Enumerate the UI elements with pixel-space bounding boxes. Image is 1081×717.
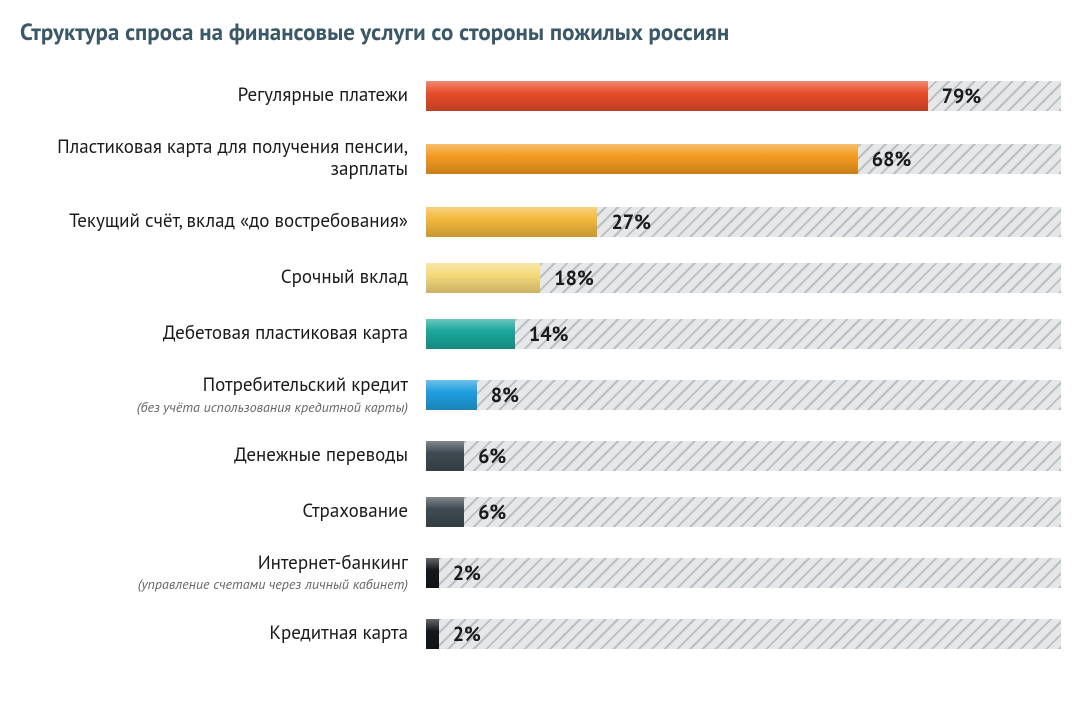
chart-row: Дебетовая пластиковая карта 14%	[20, 319, 1061, 349]
bar-fill	[426, 497, 464, 527]
chart-row: Пластиковая карта для получения пенсии, …	[20, 137, 1061, 181]
chart-row: Страхование 6%	[20, 497, 1061, 527]
row-label-main: Текущий счёт, вклад «до востребования»	[69, 209, 408, 233]
row-label-main: Регулярные платежи	[238, 83, 408, 107]
row-label: Интернет-банкинг(управление счетами чере…	[20, 553, 426, 593]
row-label-main: Кредитная карта	[269, 621, 408, 645]
row-label-main: Интернет-банкинг	[258, 551, 408, 575]
row-label-sub: (без учёта использования кредитной карты…	[20, 399, 408, 415]
bar-track-container: 18%	[426, 263, 1061, 293]
bar-fill	[426, 619, 439, 649]
bar-value-label: 8%	[491, 382, 519, 408]
bar-track	[426, 497, 1061, 527]
bar-value-label: 68%	[872, 146, 911, 172]
chart-title: Структура спроса на финансовые услуги со…	[20, 18, 1061, 47]
bar-fill	[426, 441, 464, 471]
bar-fill	[426, 207, 597, 237]
row-label: Страхование	[20, 501, 426, 523]
row-label: Текущий счёт, вклад «до востребования»	[20, 211, 426, 233]
bar-fill	[426, 319, 515, 349]
bar-track-container: 68%	[426, 144, 1061, 174]
row-label-main: Срочный вклад	[281, 265, 408, 289]
row-label-main: Дебетовая пластиковая карта	[163, 321, 408, 345]
bar-track	[426, 558, 1061, 588]
bar-value-label: 14%	[529, 321, 568, 347]
bar-track-container: 6%	[426, 441, 1061, 471]
bar-track-container: 2%	[426, 619, 1061, 649]
bar-chart: Регулярные платежи 79% Пластиковая карта д…	[20, 81, 1061, 649]
row-label: Дебетовая пластиковая карта	[20, 323, 426, 345]
bar-fill	[426, 558, 439, 588]
row-label-main: Страхование	[302, 499, 408, 523]
bar-fill	[426, 144, 858, 174]
chart-row: Потребительский кредит (без учёта использ…	[20, 375, 1061, 415]
bar-track-container: 8%	[426, 380, 1061, 410]
bar-value-label: 2%	[453, 621, 481, 647]
chart-row: Кредитная карта 2%	[20, 619, 1061, 649]
bar-track-container: 14%	[426, 319, 1061, 349]
bar-value-label: 6%	[478, 443, 506, 469]
bar-track-container: 6%	[426, 497, 1061, 527]
row-label-sub: (управление счетами через личный кабинет…	[20, 576, 408, 592]
bar-value-label: 6%	[478, 499, 506, 525]
bar-track	[426, 619, 1061, 649]
bar-fill	[426, 380, 477, 410]
row-label: Денежные переводы	[20, 445, 426, 467]
bar-value-label: 2%	[453, 560, 481, 586]
row-label: Потребительский кредит (без учёта использ…	[20, 375, 426, 415]
row-label: Срочный вклад	[20, 267, 426, 289]
bar-track	[426, 380, 1061, 410]
bar-track-container: 27%	[426, 207, 1061, 237]
row-label-main: Потребительский кредит	[203, 373, 408, 397]
row-label: Регулярные платежи	[20, 85, 426, 107]
bar-track	[426, 441, 1061, 471]
chart-row: Срочный вклад 18%	[20, 263, 1061, 293]
bar-fill	[426, 263, 540, 293]
bar-value-label: 18%	[554, 265, 593, 291]
chart-row: Интернет-банкинг(управление счетами чере…	[20, 553, 1061, 593]
row-label-main: Пластиковая карта для получения пенсии, …	[57, 135, 408, 181]
bar-value-label: 27%	[611, 209, 650, 235]
bar-value-label: 79%	[942, 83, 981, 109]
bar-track-container: 2%	[426, 558, 1061, 588]
bar-fill	[426, 81, 928, 111]
row-label: Кредитная карта	[20, 623, 426, 645]
chart-row: Денежные переводы 6%	[20, 441, 1061, 471]
row-label-main: Денежные переводы	[234, 443, 408, 467]
chart-row: Текущий счёт, вклад «до востребования» 27…	[20, 207, 1061, 237]
bar-track	[426, 319, 1061, 349]
bar-track-container: 79%	[426, 81, 1061, 111]
row-label: Пластиковая карта для получения пенсии, …	[20, 137, 426, 181]
chart-row: Регулярные платежи 79%	[20, 81, 1061, 111]
